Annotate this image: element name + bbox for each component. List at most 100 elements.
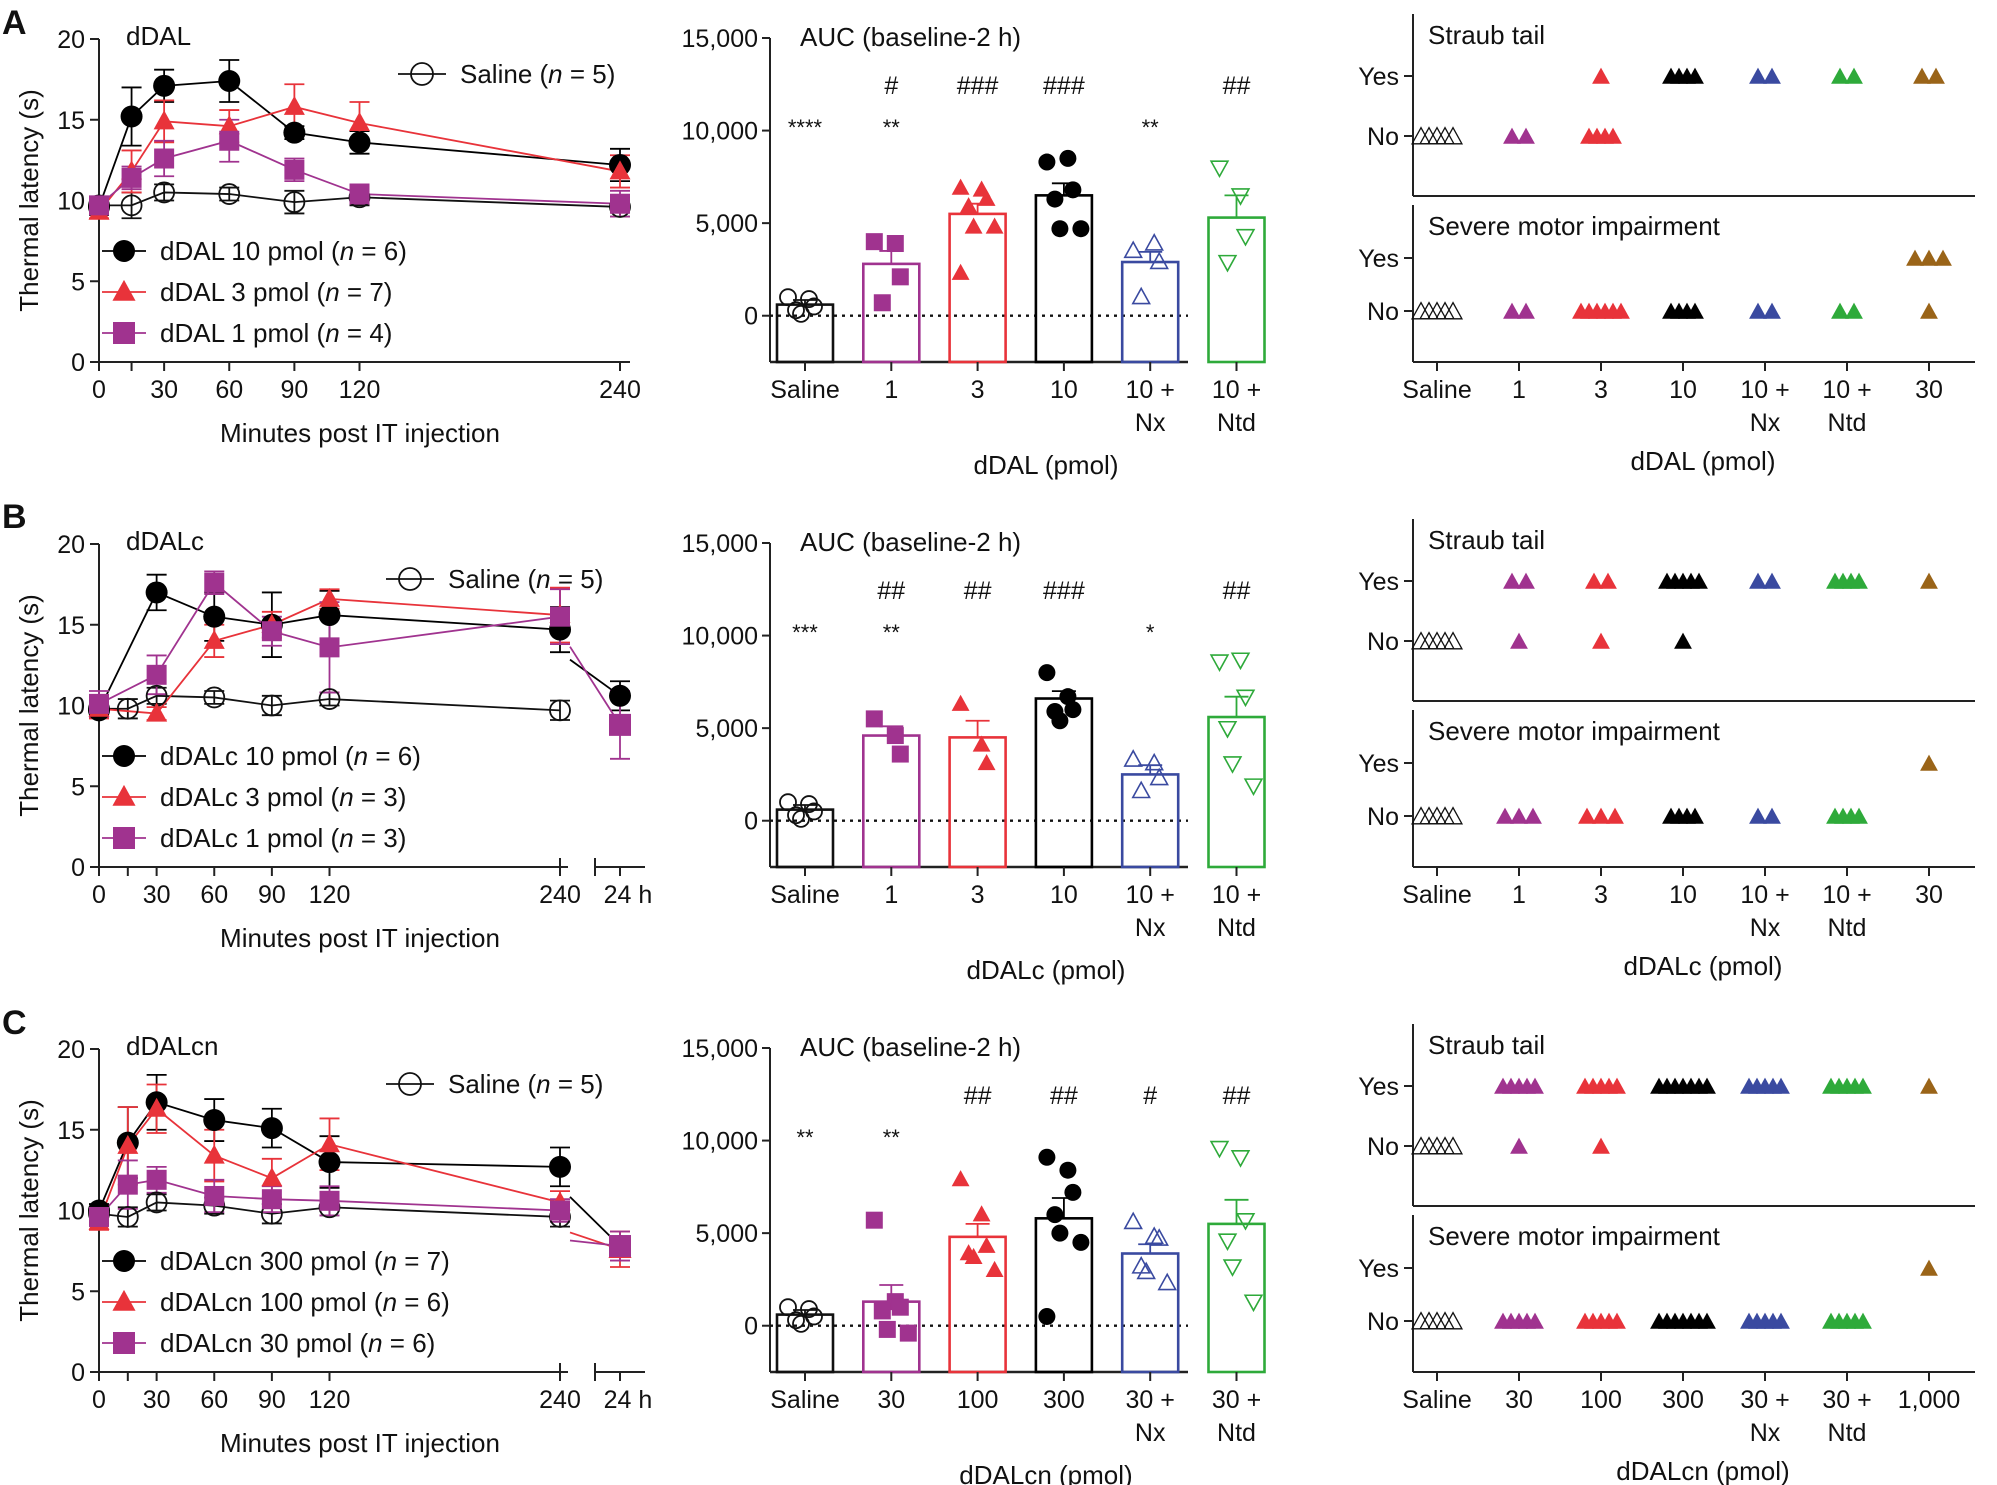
data-point: [120, 194, 143, 217]
x-tick-label: 120: [309, 881, 351, 909]
data-point: [1209, 654, 1230, 672]
panel-letter-b: B: [2, 498, 27, 536]
x-tick-label: 1,000: [1898, 1386, 1961, 1414]
x-axis-label: Minutes post IT injection: [220, 418, 500, 448]
x-tick-label: 3: [971, 881, 985, 909]
data-point: [886, 235, 904, 253]
data-point: [1235, 1212, 1256, 1231]
y-tick-label: 5,000: [695, 210, 758, 238]
significance-hashes: ###: [1043, 72, 1085, 100]
data-point: [985, 1260, 1004, 1277]
legend-text: = 6): [397, 1287, 450, 1317]
subplot-title: Severe motor impairment: [1428, 1221, 1721, 1251]
x-tick-label-24h: 24 h: [604, 881, 653, 909]
data-point: [89, 1206, 109, 1227]
x-tick-label: Saline: [1402, 376, 1472, 404]
data-point: [318, 1151, 341, 1174]
chart-title: AUC (baseline-2 h): [800, 22, 1021, 52]
x-tick-label: Saline: [1402, 1386, 1472, 1414]
behavior-marker: [1845, 302, 1863, 319]
behavior-marker: [1850, 807, 1868, 824]
significance-stars: ****: [788, 115, 823, 140]
behavior-marker: [1608, 1077, 1626, 1094]
legend-label: Saline (n = 5): [460, 59, 615, 89]
legend-text: dDALc 10 pmol (: [160, 741, 354, 771]
line-chart-b: 24 h 0 5 10 15 20 0 30 60 90 120 240 dDALc Thermal la…: [14, 526, 652, 953]
y-tick-label: 10: [57, 693, 85, 721]
behavior-chart-c: Straub tail Yes No Severe motor impairment Y…: [1358, 1024, 1975, 1485]
x-tick-label: 30: [150, 376, 178, 404]
data-point: [1217, 1233, 1238, 1252]
x-axis-label: dDALcn (pmol): [1616, 1456, 1789, 1485]
legend-marker: [113, 1250, 135, 1272]
bar: [1207, 1222, 1266, 1374]
data-point: [1230, 1150, 1251, 1168]
data-point: [985, 217, 1004, 234]
data-point: [787, 806, 805, 825]
legend-label: dDALc 10 pmol (n = 6): [160, 741, 421, 771]
x-tick-label: 90: [280, 376, 308, 404]
behavior-marker: [1442, 806, 1464, 825]
bar: [948, 212, 1007, 364]
behavior-marker: [1854, 1077, 1872, 1094]
data-point: [609, 160, 631, 180]
behavior-marker: [1763, 807, 1781, 824]
data-point: [899, 1324, 917, 1342]
behavior-marker: [1592, 632, 1610, 649]
data-point: [610, 193, 630, 214]
x-tick-label: Ntd: [1217, 914, 1256, 942]
subplot-straub-tail: Straub tail Yes No: [1358, 1024, 1975, 1207]
legend-text: dDALc 3 pmol (: [160, 782, 340, 812]
line-chart-c: 24 h 0 5 10 15 20 0 30 60 90 120 240 dDALcn Thermal l…: [14, 1031, 652, 1458]
y-level-label: No: [1367, 628, 1399, 656]
behavior-marker: [1686, 302, 1704, 319]
chart-title: dDALcn: [126, 1031, 219, 1061]
behavior-marker: [1517, 302, 1535, 319]
data-point: [349, 111, 370, 131]
data-point: [318, 604, 341, 627]
x-axis-label: dDAL (pmol): [974, 450, 1119, 480]
significance-stars: **: [796, 1125, 814, 1150]
data-point: [1064, 1183, 1082, 1201]
x-tick-label: 1: [884, 376, 898, 404]
x-tick-label: 1: [1512, 881, 1526, 909]
behavior-marker: [1510, 1137, 1528, 1154]
data-point: [203, 686, 226, 709]
behavior-marker: [1524, 807, 1542, 824]
behavior-marker: [1845, 67, 1863, 84]
x-tick-label: 30: [1915, 881, 1943, 909]
data-point: [865, 710, 883, 728]
x-tick-label: 100: [957, 1386, 999, 1414]
data-point: [1144, 1226, 1164, 1245]
subplot-title: Severe motor impairment: [1428, 211, 1721, 241]
x-tick-label: 0: [92, 376, 106, 404]
x-tick-label: Ntd: [1217, 409, 1256, 437]
legend-n: n: [368, 1328, 382, 1358]
x-tick-label: 10: [1669, 881, 1697, 909]
x-tick-label: 10 +: [1822, 376, 1871, 404]
data-point: [145, 581, 168, 604]
behavior-marker: [1772, 1077, 1790, 1094]
y-tick-label: 0: [71, 349, 85, 377]
data-point: [218, 69, 241, 92]
y-level-label: Yes: [1358, 1255, 1399, 1283]
behavior-marker: [1920, 1077, 1938, 1094]
x-tick-label: 3: [1594, 376, 1608, 404]
legend-label: Saline (n = 5): [448, 1069, 603, 1099]
y-tick-label: 15: [57, 612, 85, 640]
x-tick-label: 100: [1580, 1386, 1622, 1414]
x-tick-label: Saline: [770, 881, 840, 909]
significance-hashes: ##: [964, 577, 992, 605]
y-tick-label: 15,000: [682, 530, 758, 558]
legend-text: dDAL 10 pmol (: [160, 236, 340, 266]
data-point: [283, 95, 305, 115]
data-point: [609, 684, 631, 707]
x-tick-label: 240: [539, 1386, 581, 1414]
data-point: [146, 1169, 167, 1190]
panel-letter-c: C: [2, 1004, 27, 1042]
x-tick-label: Nx: [1135, 914, 1166, 942]
data-point: [549, 699, 571, 722]
legend-marker: [113, 827, 135, 849]
behavior-marker: [1698, 1077, 1716, 1094]
significance-stars: **: [883, 620, 901, 645]
